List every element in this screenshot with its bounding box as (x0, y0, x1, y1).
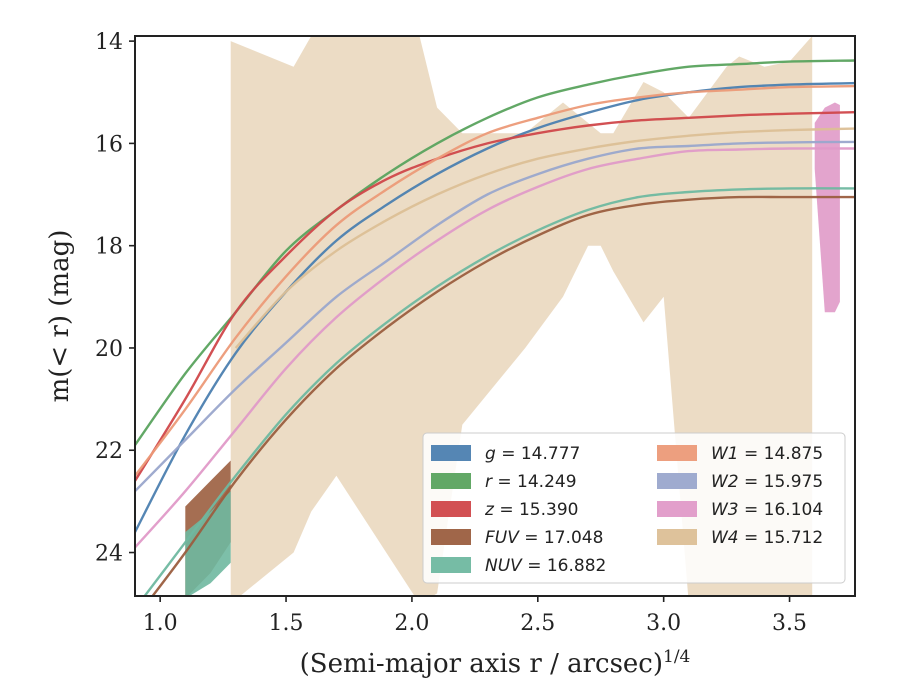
bands-layer (185, 36, 840, 596)
x-tick-label: 3.5 (772, 611, 807, 636)
y-axis-title: m(< r) (mag) (45, 230, 75, 403)
series-line-w2 (135, 140, 855, 493)
legend-label-r: r = 14.249 (485, 472, 577, 492)
legend-label-fuv: FUV = 17.048 (485, 528, 603, 548)
x-tick-label: 1.5 (269, 611, 304, 636)
x-tick-label: 2.0 (394, 611, 429, 636)
y-tick-label: 20 (95, 337, 123, 362)
legend-label-g: g = 14.777 (485, 444, 580, 464)
legend-swatch-w2 (657, 473, 697, 489)
legend-swatch-w4 (657, 529, 697, 545)
legend-swatch-w3 (657, 501, 697, 517)
series-line-w1 (135, 84, 855, 477)
band-w3 (814, 102, 840, 313)
legend-label-w3: W3 = 16.104 (711, 500, 823, 520)
band-nuv (185, 491, 231, 596)
x-axis-title-main: (Semi-major axis r / arcsec) (300, 649, 663, 679)
lines-layer (135, 59, 855, 596)
series-line-w3 (135, 147, 855, 549)
legend-label-z: z = 15.390 (484, 500, 578, 520)
legend-label-w4: W4 = 15.712 (711, 528, 823, 548)
x-tick-label: 1.0 (143, 611, 178, 636)
x-axis-title: (Semi-major axis r / arcsec)1/4 (300, 647, 691, 679)
ticks-layer: 1.0 1.5 2.0 2.5 3.0 3.5 14 16 18 20 22 24 (95, 30, 807, 636)
x-tick-label: 2.5 (520, 611, 555, 636)
y-tick-label: 22 (95, 439, 123, 464)
legend-label-w2: W2 = 15.975 (711, 472, 823, 492)
series-line-nuv (143, 187, 855, 596)
plot-frame (134, 35, 856, 597)
legend: g = 14.777 r = 14.249 z = 15.390 FUV = 17.0… (422, 432, 846, 584)
series-line-w4 (234, 127, 855, 349)
y-tick-label: 16 (95, 132, 123, 157)
x-axis-title-superscript: 1/4 (663, 647, 690, 667)
x-tick-label: 3.0 (646, 611, 681, 636)
legend-swatch-z (431, 501, 471, 517)
y-tick-label: 24 (95, 542, 123, 567)
y-tick-label: 14 (95, 30, 123, 55)
series-line-g (135, 81, 855, 533)
legend-swatch-r (431, 473, 471, 489)
series-line-fuv (151, 195, 855, 596)
y-tick-label: 18 (95, 235, 123, 260)
legend-swatch-fuv (431, 529, 471, 545)
legend-label-nuv: NUV = 16.882 (485, 556, 606, 576)
legend-swatch-nuv (431, 557, 471, 573)
band-w4 (230, 36, 813, 596)
series-line-z (135, 111, 855, 482)
legend-swatch-g (431, 445, 471, 461)
legend-swatch-w1 (657, 445, 697, 461)
legend-label-w1: W1 = 14.875 (711, 444, 823, 464)
legend-box (422, 432, 846, 584)
